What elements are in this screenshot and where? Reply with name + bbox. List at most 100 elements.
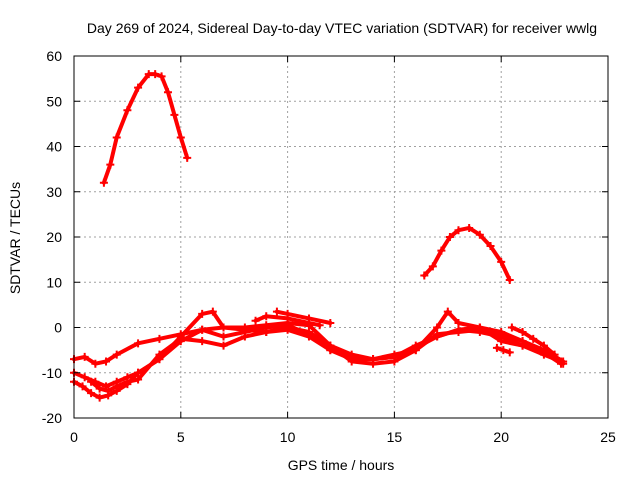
data-point xyxy=(304,328,313,337)
data-point xyxy=(176,334,185,343)
data-point xyxy=(529,334,538,343)
data-point xyxy=(95,393,104,402)
data-point xyxy=(326,318,335,327)
data-point xyxy=(262,328,271,337)
data-point xyxy=(134,368,143,377)
data-point xyxy=(486,242,495,251)
data-point xyxy=(390,350,399,359)
data-point xyxy=(411,346,420,355)
data-point xyxy=(208,307,217,316)
data-point xyxy=(557,359,566,368)
data-point xyxy=(219,341,228,350)
data-point xyxy=(499,346,508,355)
data-point xyxy=(347,357,356,366)
y-tick-label: -10 xyxy=(42,365,62,381)
data-point xyxy=(283,323,292,332)
grid xyxy=(74,56,608,418)
data-point xyxy=(112,350,121,359)
data-point xyxy=(539,341,548,350)
data-point xyxy=(251,316,260,325)
data-point xyxy=(420,271,429,280)
data-point xyxy=(80,352,89,361)
x-tick-label: 0 xyxy=(70,429,78,445)
data-point xyxy=(151,70,160,79)
y-tick-label: 30 xyxy=(46,184,62,200)
data-point xyxy=(390,357,399,366)
data-point xyxy=(198,325,207,334)
data-point xyxy=(262,312,271,321)
data-point xyxy=(183,153,192,162)
data-point xyxy=(104,386,113,395)
data-point xyxy=(475,325,484,334)
data-point xyxy=(304,314,313,323)
y-tick-label: 0 xyxy=(54,320,62,336)
data-point xyxy=(505,348,514,357)
data-point xyxy=(443,307,452,316)
data-point xyxy=(445,233,454,241)
data-point xyxy=(497,337,506,346)
series-track-g xyxy=(492,343,514,357)
x-tick-label: 10 xyxy=(280,429,296,445)
series-track-d xyxy=(87,323,566,395)
data-point xyxy=(433,330,442,339)
data-point xyxy=(170,110,179,119)
data-point xyxy=(176,133,185,142)
data-point xyxy=(454,318,463,327)
data-point xyxy=(106,160,115,169)
x-axis-label: GPS time / hours xyxy=(288,457,395,473)
data-point xyxy=(78,382,87,391)
series-arc-high-morning xyxy=(99,70,192,187)
series-arc-evening xyxy=(420,223,514,284)
data-point xyxy=(87,389,96,398)
y-tick-label: 40 xyxy=(46,139,62,155)
data-point xyxy=(497,330,506,339)
data-point xyxy=(505,275,514,284)
data-point xyxy=(433,323,442,332)
data-point xyxy=(283,309,292,318)
data-point xyxy=(219,332,228,341)
data-point xyxy=(134,83,143,92)
data-point xyxy=(539,348,548,357)
data-point xyxy=(157,72,166,81)
data-point xyxy=(87,377,96,386)
data-point xyxy=(428,262,437,271)
x-tick-label: 15 xyxy=(387,429,403,445)
series-line xyxy=(101,72,190,185)
data-point xyxy=(80,373,89,382)
data-point xyxy=(134,375,143,384)
data-point xyxy=(454,328,463,337)
data-point xyxy=(134,339,143,348)
data-point xyxy=(198,337,207,346)
data-point xyxy=(155,334,164,343)
axis-ticks: 0 5 10 15 20 25 -20 -10 0 10 20 30 40 50 60 xyxy=(42,48,616,445)
data-point xyxy=(437,246,446,255)
data-point xyxy=(198,309,207,318)
data-point xyxy=(507,323,516,332)
series-line xyxy=(274,309,333,325)
x-tick-label: 5 xyxy=(177,429,185,445)
data-point xyxy=(475,230,484,239)
data-point xyxy=(155,350,164,359)
data-point xyxy=(240,332,249,341)
chart-title: Day 269 of 2024, Sidereal Day-to-day VTE… xyxy=(87,20,597,36)
data-point xyxy=(550,350,559,359)
data-point xyxy=(219,323,228,332)
data-point xyxy=(91,359,100,368)
y-axis-label: SDTVAR / TECUs xyxy=(7,182,23,294)
series-layer xyxy=(70,70,568,402)
series-line xyxy=(422,225,512,282)
data-point xyxy=(99,178,108,187)
series-track-f xyxy=(272,307,335,327)
data-point xyxy=(518,328,527,337)
x-tick-label: 20 xyxy=(493,429,509,445)
data-point xyxy=(123,377,132,386)
y-tick-label: 20 xyxy=(46,229,62,245)
data-point xyxy=(112,382,121,391)
data-point xyxy=(492,343,501,352)
data-point xyxy=(102,357,111,366)
data-point xyxy=(163,88,172,97)
data-point xyxy=(497,257,506,266)
data-point xyxy=(465,223,474,232)
data-point xyxy=(369,359,378,368)
